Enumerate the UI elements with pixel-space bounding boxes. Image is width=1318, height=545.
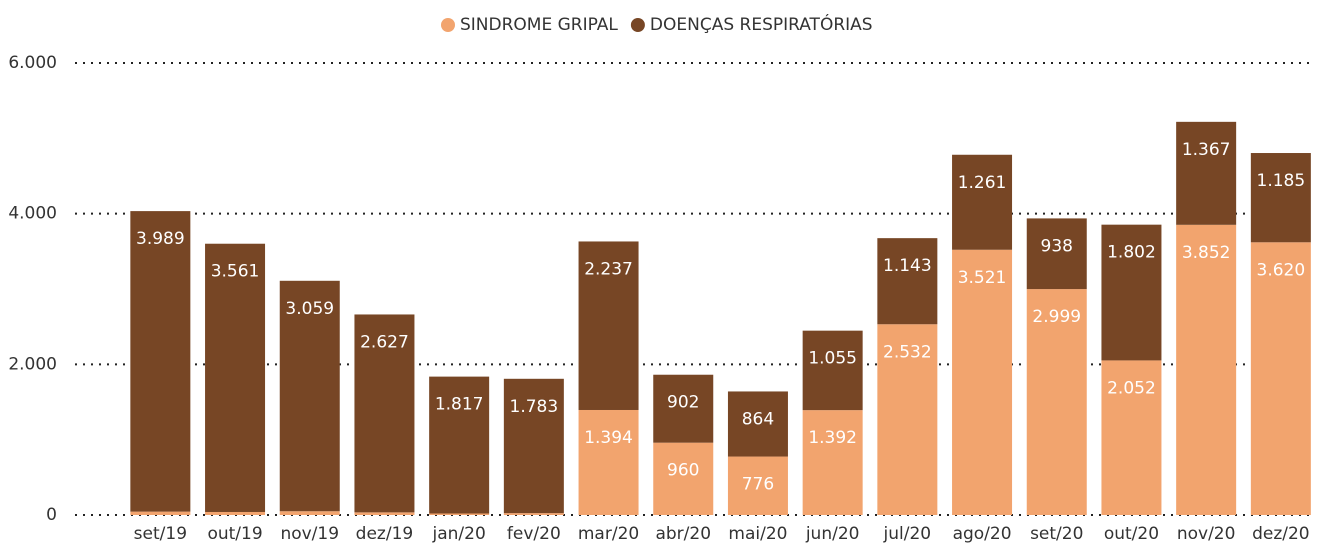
- bar-segment: [205, 243, 266, 512]
- bar-segment: [130, 211, 191, 512]
- bar-segment: [130, 511, 191, 515]
- data-label: 1.185: [1257, 171, 1306, 191]
- x-tick-label: fev/20: [507, 524, 561, 544]
- bar-segment: [1176, 121, 1237, 225]
- data-label: 1.055: [808, 349, 857, 369]
- bar-segment: [727, 456, 788, 515]
- legend-marker: [441, 18, 455, 32]
- bar-segment: [279, 280, 340, 512]
- data-label: 1.783: [510, 397, 559, 417]
- x-tick-label: jun/20: [805, 524, 860, 544]
- x-tick-label: nov/19: [280, 524, 339, 544]
- data-label: 3.561: [211, 262, 260, 282]
- x-tick-label: set/19: [134, 524, 187, 544]
- bar-segment: [503, 378, 564, 514]
- bar-segment: [727, 391, 788, 457]
- x-tick-label: jul/20: [883, 524, 932, 544]
- data-label: 960: [667, 461, 699, 481]
- data-label: 2.532: [883, 342, 932, 362]
- x-tick-label: set/20: [1030, 524, 1083, 544]
- bar-segment: [1250, 153, 1311, 243]
- x-tick-label: mai/20: [728, 524, 787, 544]
- data-label: 1.392: [808, 428, 857, 448]
- bar-segment: [1101, 224, 1162, 361]
- data-label: 3.852: [1182, 243, 1231, 263]
- bar-segment: [802, 410, 863, 515]
- bar-segment: [578, 241, 639, 410]
- legend-label: DOENÇAS RESPIRATÓRIAS: [650, 13, 873, 35]
- bar-segment: [205, 511, 266, 515]
- x-tick-label: dez/19: [356, 524, 414, 544]
- bar-segment: [578, 409, 639, 515]
- bar-segment: [877, 238, 938, 325]
- data-label: 776: [742, 475, 774, 495]
- x-tick-label: dez/20: [1252, 524, 1310, 544]
- bar-segment: [429, 376, 490, 514]
- bar-segment: [802, 330, 863, 411]
- bar-segment: [653, 442, 714, 515]
- bar-segment: [354, 512, 415, 515]
- legend-label: SINDROME GRIPAL: [460, 15, 618, 35]
- x-tick-label: nov/20: [1177, 524, 1236, 544]
- x-tick-label: out/20: [1104, 524, 1159, 544]
- y-tick-label: 4.000: [8, 204, 57, 224]
- y-tick-label: 6.000: [8, 53, 57, 73]
- x-tick-label: ago/20: [953, 524, 1012, 544]
- data-label: 1.394: [584, 428, 633, 448]
- data-label: 2.627: [360, 332, 409, 352]
- legend-marker: [630, 18, 645, 32]
- x-tick-label: mar/20: [578, 524, 639, 544]
- data-label: 2.052: [1107, 378, 1156, 398]
- data-label: 1.261: [958, 173, 1007, 193]
- data-label: 1.817: [435, 395, 484, 415]
- data-label: 902: [667, 393, 699, 413]
- data-label: 3.620: [1257, 260, 1306, 280]
- bar-segment: [1250, 242, 1311, 515]
- bar-segment: [1026, 289, 1087, 515]
- bar-segment: [1101, 360, 1162, 515]
- data-label: 1.802: [1107, 243, 1156, 263]
- x-tick-label: abr/20: [655, 524, 711, 544]
- bar-segment: [877, 324, 938, 515]
- data-label: 3.989: [136, 229, 185, 249]
- x-tick-label: jan/20: [432, 524, 486, 544]
- bar-segment: [653, 374, 714, 443]
- y-tick-label: 0: [46, 505, 57, 525]
- bar-segment: [354, 314, 415, 513]
- data-label: 2.237: [584, 259, 633, 279]
- x-tick-label: out/19: [207, 524, 262, 544]
- data-label: 864: [742, 409, 774, 429]
- bar-segment: [1176, 224, 1237, 516]
- data-label: 2.999: [1032, 307, 1081, 327]
- bar-segment: [279, 511, 340, 515]
- bar-segment: [952, 154, 1013, 250]
- data-label: 938: [1041, 236, 1073, 256]
- data-label: 1.143: [883, 256, 932, 276]
- bar-segment: [503, 513, 564, 515]
- bar-segment: [952, 249, 1013, 515]
- data-label: 1.367: [1182, 140, 1231, 160]
- data-label: 3.059: [285, 299, 334, 319]
- bar-segment: [429, 513, 490, 515]
- y-tick-label: 2.000: [8, 354, 57, 374]
- bar-segment: [1026, 218, 1087, 290]
- data-label: 3.521: [958, 268, 1007, 288]
